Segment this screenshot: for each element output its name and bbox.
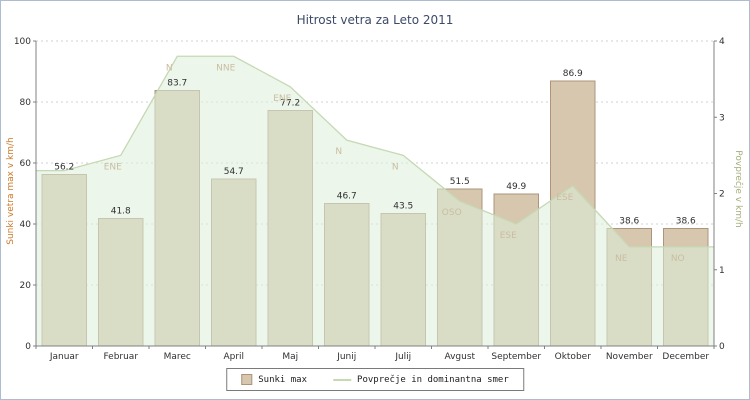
legend-label-sunki-max: Sunki max	[258, 374, 308, 385]
left-tick-label: 60	[20, 159, 32, 169]
bar-value-label: 56.2	[54, 163, 74, 173]
x-label-november: November	[606, 352, 653, 362]
right-tick-label: 4	[719, 37, 725, 47]
legend: Sunki max Povprečje in dominantna smer	[226, 368, 524, 391]
left-tick-label: 100	[14, 37, 31, 47]
legend-item-sunki-max: Sunki max	[241, 374, 307, 385]
bar-value-label: 83.7	[167, 79, 187, 89]
bar-value-label: 86.9	[563, 69, 583, 79]
right-axis-title: Povprečje v km/h	[733, 150, 743, 228]
x-label-april: April	[223, 352, 244, 362]
left-tick-label: 20	[20, 281, 32, 291]
average-area	[36, 56, 714, 346]
right-tick-label: 1	[719, 266, 725, 276]
direction-label-n: N	[335, 147, 342, 157]
bar-value-label: 41.8	[111, 207, 131, 217]
bar-value-label: 38.6	[676, 216, 696, 226]
bar-value-label: 49.9	[506, 182, 526, 192]
right-tick-label: 0	[719, 342, 725, 352]
x-label-avgust: Avgust	[444, 352, 475, 362]
legend-item-average: Povprečje in dominantna smer	[333, 375, 509, 385]
direction-label-n: N	[392, 162, 399, 172]
direction-label-ese: ESE	[556, 193, 573, 203]
x-label-junij: Junij	[336, 352, 356, 362]
direction-label-ese: ESE	[500, 231, 517, 241]
left-axis-title: Sunki vetra max v km/h	[6, 137, 16, 245]
direction-label-n: N	[166, 63, 173, 73]
left-tick-label: 0	[25, 342, 31, 352]
direction-label-oso: OSO	[442, 208, 462, 218]
x-label-februar: Februar	[103, 352, 138, 362]
direction-label-ene: ENE	[104, 162, 122, 172]
left-tick-label: 40	[20, 220, 32, 230]
bar-value-label: 51.5	[450, 177, 470, 187]
x-label-maj: Maj	[282, 352, 298, 362]
legend-label-average: Povprečje in dominantna smer	[357, 374, 509, 385]
line-swatch-icon	[333, 378, 352, 381]
x-label-december: December	[662, 352, 709, 362]
direction-label-ne: NE	[615, 254, 628, 264]
bar-swatch-icon	[241, 374, 253, 385]
x-label-januar: Januar	[49, 352, 79, 362]
bar-value-label: 43.5	[393, 201, 413, 211]
right-tick-label: 3	[719, 113, 725, 123]
bar-value-label: 54.7	[224, 167, 244, 177]
bar-value-label: 77.2	[280, 99, 300, 109]
direction-label-no: NO	[671, 254, 685, 264]
direction-label-ene: ENE	[273, 94, 291, 104]
chart-title: Hitrost vetra za Leto 2011	[296, 13, 454, 27]
left-tick-label: 80	[20, 98, 32, 108]
x-label-oktober: Oktober	[555, 352, 592, 362]
x-label-julij: Julij	[394, 352, 411, 362]
direction-label-nne: NNE	[216, 63, 235, 73]
x-label-marec: Marec	[164, 352, 191, 362]
average-line	[36, 55, 714, 248]
right-tick-label: 2	[719, 190, 725, 200]
bar-value-label: 38.6	[619, 216, 639, 226]
x-label-september: September	[491, 352, 541, 362]
bar-value-label: 46.7	[337, 192, 357, 202]
